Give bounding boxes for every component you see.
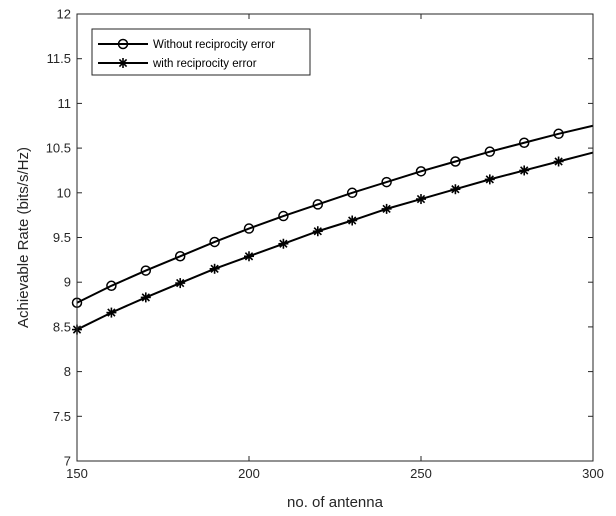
- data-point: [278, 238, 289, 249]
- series-line: [76, 151, 594, 331]
- x-tick-label: 150: [66, 466, 88, 481]
- data-point: [415, 166, 427, 177]
- legend-label-with-error: with reciprocity error: [152, 58, 257, 70]
- plot-area: [77, 14, 593, 461]
- data-point: [416, 194, 426, 205]
- y-tick-label: 9: [64, 275, 71, 290]
- y-tick-label: 9.5: [53, 230, 71, 245]
- data-point: [450, 156, 461, 167]
- data-point: [106, 307, 117, 318]
- data-point: [174, 251, 186, 262]
- x-tick-label: 300: [582, 466, 604, 481]
- y-tick-label: 7: [64, 454, 71, 469]
- data-point: [243, 223, 255, 234]
- series-layer: [71, 124, 594, 335]
- data-point: [553, 156, 564, 167]
- series-without-reciprocity-error: [71, 124, 594, 309]
- data-point: [209, 263, 220, 274]
- data-point: [553, 128, 564, 140]
- data-point: [346, 187, 358, 199]
- y-tick-label: 10: [57, 185, 71, 200]
- legend-marker-asterisk-icon: [118, 58, 128, 68]
- data-point: [484, 174, 495, 185]
- legend-box: [91, 28, 311, 76]
- x-axis: 150 200 250 300: [66, 14, 604, 481]
- data-point: [312, 226, 323, 237]
- y-tick-label: 11.5: [47, 51, 71, 66]
- y-tick-label: 7.5: [53, 409, 71, 424]
- data-point: [450, 184, 461, 195]
- data-point: [518, 137, 530, 148]
- data-point: [347, 215, 358, 226]
- legend-marker-circle-icon: [117, 38, 129, 50]
- data-point: [381, 203, 392, 214]
- data-point: [312, 199, 324, 210]
- series-line: [76, 124, 594, 304]
- y-tick-label: 11: [58, 96, 72, 111]
- legend-label-without-error: Without reciprocity error: [153, 39, 275, 51]
- data-point: [381, 176, 392, 188]
- y-tick-label: 8.5: [53, 319, 71, 334]
- y-axis-label: Achievable Rate (bits/s/Hz): [15, 147, 32, 328]
- y-tick-label: 8: [64, 364, 71, 379]
- data-point: [244, 251, 254, 262]
- x-axis-label: no. of antenna: [287, 494, 384, 511]
- data-point: [175, 278, 186, 289]
- data-point: [140, 292, 151, 303]
- y-tick-label: 12: [57, 7, 71, 22]
- y-tick-label: 10.5: [46, 141, 71, 156]
- data-point: [209, 236, 220, 248]
- y-axis: 7 7.5 8 8.5 9 9.5 10 10.5 11 11.5 12: [46, 7, 593, 469]
- data-point: [106, 280, 117, 292]
- legend: Without reciprocity error with reciproci…: [91, 28, 311, 76]
- x-tick-label: 200: [238, 466, 260, 481]
- data-point: [278, 210, 289, 222]
- x-tick-label: 250: [410, 466, 432, 481]
- data-point: [140, 265, 152, 276]
- data-point: [519, 165, 530, 176]
- data-point: [484, 146, 496, 157]
